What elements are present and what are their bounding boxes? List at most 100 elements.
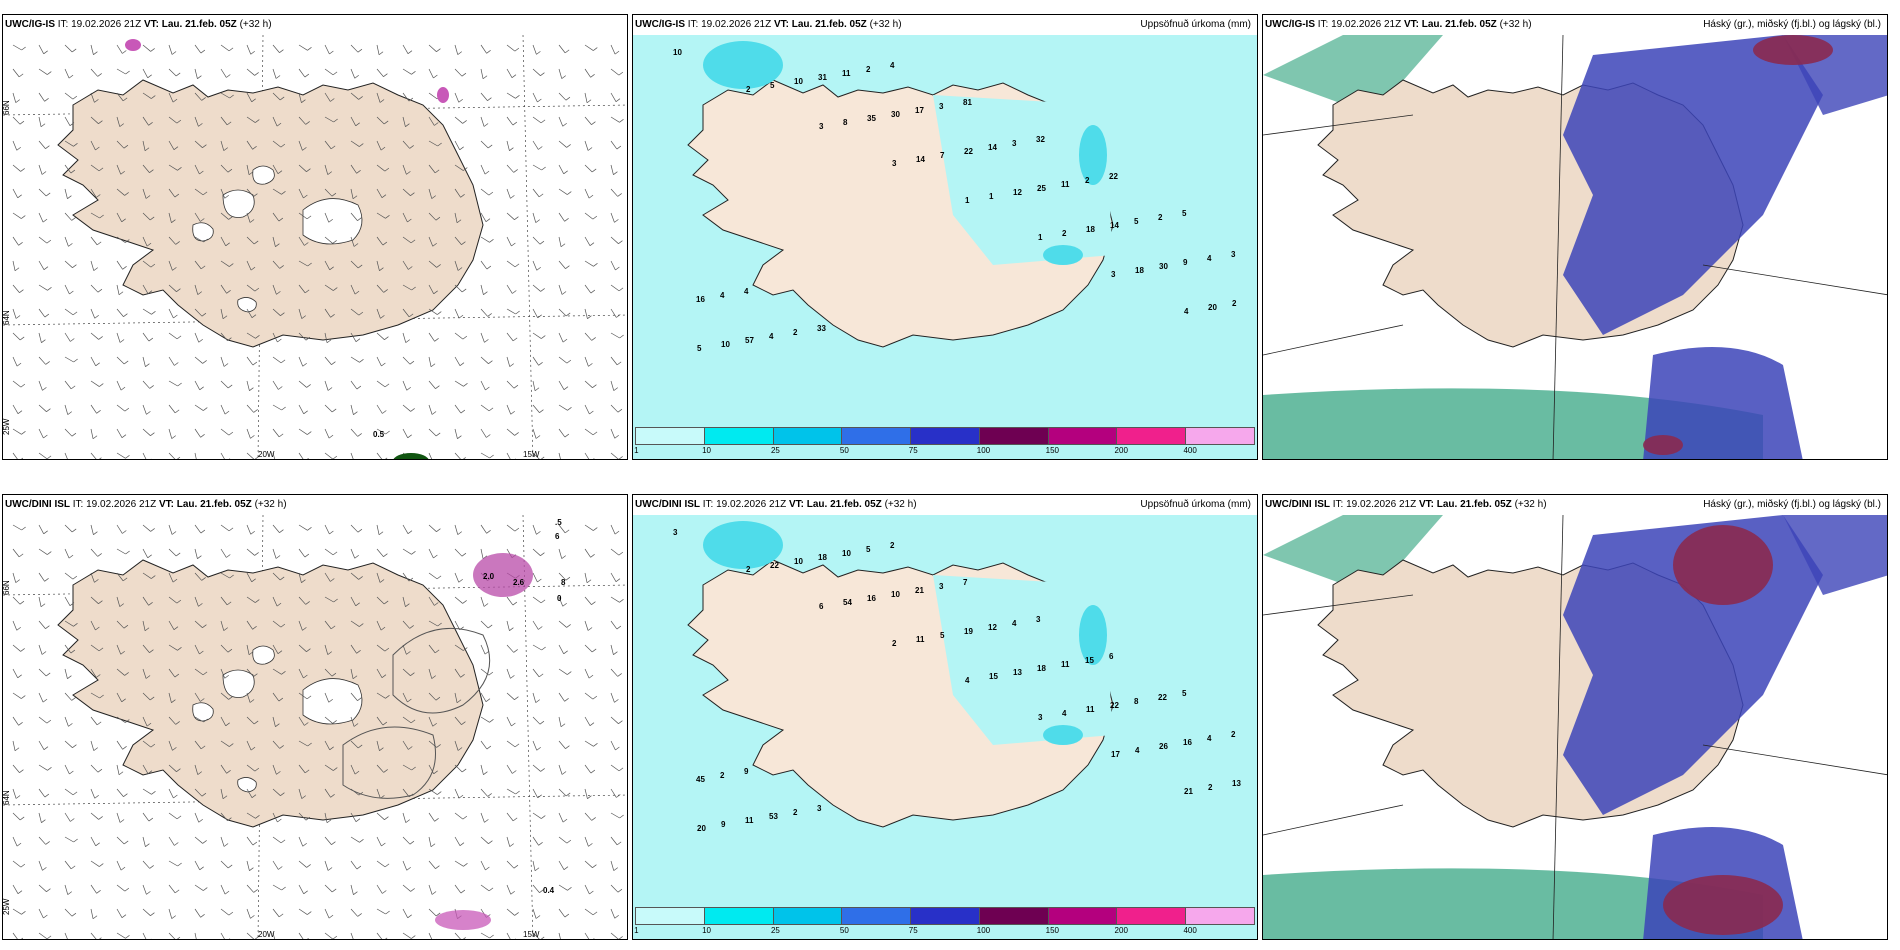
wind-barb — [454, 524, 459, 535]
wind-barb — [376, 284, 384, 293]
wind-barb — [558, 740, 566, 749]
wind-barb — [44, 578, 49, 582]
wind-barb — [194, 764, 199, 775]
wind-barb — [43, 530, 48, 535]
wind-barb — [298, 452, 304, 459]
precip-value: 10 — [794, 77, 803, 86]
wind-barb — [220, 260, 230, 267]
wind-barb — [194, 44, 202, 54]
valid-time: Lau. 21.feb. 05Z — [1436, 499, 1512, 510]
precip-value: 8 — [1134, 697, 1139, 706]
wind-barb — [380, 146, 386, 151]
wind-barb — [298, 380, 307, 388]
wind-barb — [402, 92, 410, 102]
wind-barb — [307, 458, 309, 459]
wind-barb — [150, 458, 152, 459]
wind-barb — [306, 695, 312, 700]
wind-barb — [324, 284, 334, 291]
wind-barb — [200, 698, 205, 702]
wind-barb — [428, 452, 433, 459]
wind-barb — [272, 44, 280, 53]
wind-barb — [174, 193, 180, 198]
wind-barb — [562, 122, 567, 127]
wind-barb — [610, 812, 620, 819]
wind-barb — [591, 601, 596, 605]
wind-barb — [90, 92, 95, 103]
colorbar-swatch — [1048, 908, 1118, 924]
graticule-line — [1702, 264, 1887, 296]
graticule-line — [1263, 114, 1414, 136]
wind-barb — [350, 572, 359, 580]
wind-barb — [220, 308, 224, 319]
wind-barb — [354, 459, 358, 460]
wind-barb — [225, 242, 230, 247]
wind-barb — [277, 818, 282, 823]
colorbar-tick: 200 — [1114, 446, 1128, 455]
wind-barb — [253, 409, 258, 413]
init-time: IT: 19.02.2026 21Z — [57, 19, 142, 30]
axis-label: 20W — [258, 930, 275, 939]
mid-cloud — [1663, 875, 1783, 935]
wind-barb — [541, 335, 546, 339]
wind-barb — [409, 145, 414, 149]
wind-barb — [532, 452, 540, 459]
wind-barb — [254, 287, 260, 292]
wind-barb — [506, 68, 513, 78]
axis-label: 15W — [523, 450, 540, 459]
wind-barb — [90, 908, 94, 919]
wind-barb — [96, 721, 102, 726]
wind-barb — [428, 860, 436, 869]
wind-barb — [433, 770, 438, 775]
wind-barb — [331, 408, 337, 413]
wind-barb — [407, 914, 412, 919]
wind-barb — [563, 386, 569, 390]
wind-barb — [610, 380, 615, 391]
wind-barb — [200, 914, 205, 918]
wind-barb — [454, 788, 460, 799]
valid-time: Lau. 21.feb. 05Z — [176, 499, 252, 510]
wind-barb — [610, 572, 617, 582]
wind-barb — [408, 97, 414, 102]
wind-barb — [558, 836, 568, 844]
snow-area — [237, 777, 257, 793]
wind-barb — [350, 620, 360, 627]
panel-title: Háský (gr.), miðský (fj.bl.) og lágský (… — [1703, 19, 1881, 30]
wind-barb — [454, 428, 458, 439]
wind-barb — [532, 860, 536, 871]
wind-barb — [305, 336, 311, 341]
wind-barb — [90, 332, 99, 340]
wind-barb — [408, 577, 414, 582]
wind-barb — [376, 716, 384, 726]
wind-barb — [90, 44, 94, 55]
wind-barb — [406, 386, 411, 391]
wind-barb — [229, 94, 234, 99]
precip-value: 20 — [1208, 303, 1217, 312]
wind-barb — [44, 793, 50, 798]
wind-barb — [303, 410, 308, 415]
wind-barb — [200, 265, 206, 270]
wind-barb — [324, 116, 334, 123]
wind-barb — [610, 44, 616, 55]
precip-value: 11 — [1061, 180, 1070, 189]
precip-value: 3 — [1036, 615, 1041, 624]
wind-barb — [510, 195, 515, 199]
wind-barb — [298, 716, 305, 726]
wind-barb — [454, 44, 459, 55]
wind-barb — [298, 260, 308, 267]
wind-barb — [176, 768, 181, 772]
colorbar-tick: 100 — [976, 926, 991, 935]
wind-barb — [584, 308, 588, 319]
wind-barb — [38, 92, 45, 102]
wind-barb — [220, 140, 225, 151]
wind-barb — [352, 675, 358, 680]
wind-barb — [564, 218, 569, 222]
wind-barb — [332, 71, 338, 76]
wind-barb — [409, 625, 414, 629]
wind-barb — [532, 116, 542, 124]
wind-barb — [350, 908, 358, 917]
wind-barb — [330, 98, 335, 102]
wind-barb — [96, 890, 101, 894]
wind-barb — [220, 620, 225, 631]
wind-barb — [561, 291, 567, 295]
wind-barb — [428, 908, 437, 917]
